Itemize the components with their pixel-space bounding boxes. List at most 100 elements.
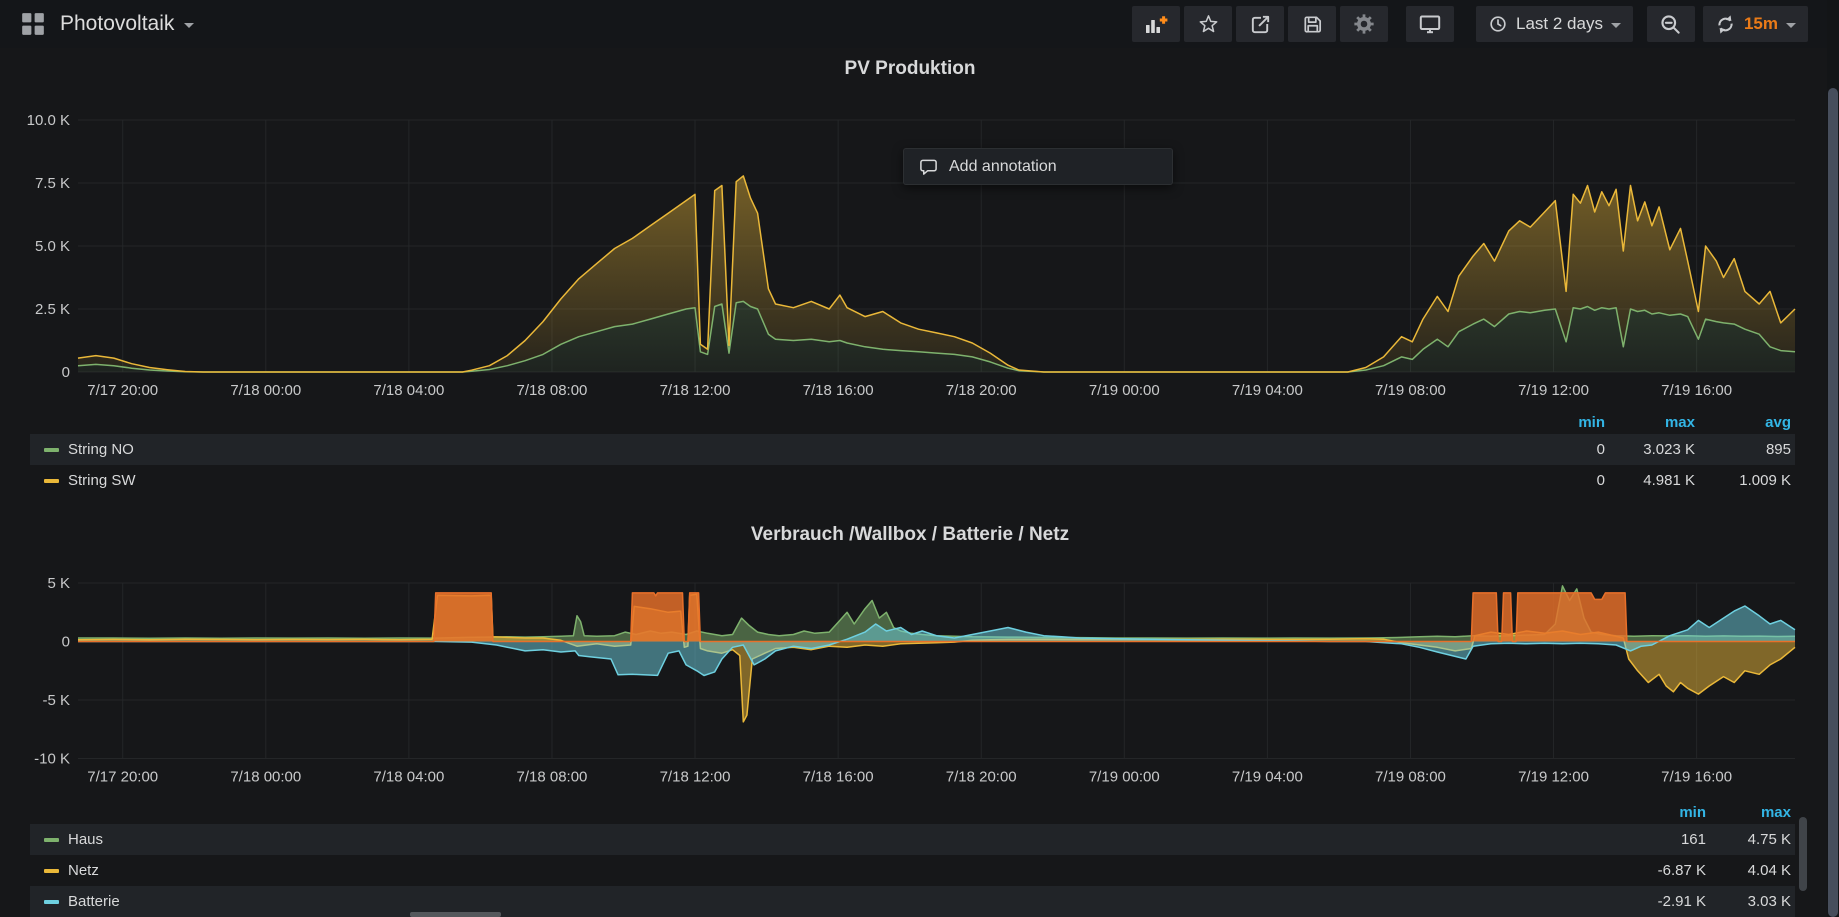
legend-header-row: min max avg — [30, 410, 1795, 434]
add-panel-button[interactable] — [1132, 6, 1181, 42]
legend-row-haus[interactable]: Haus 161 4.75 K — [30, 824, 1795, 855]
y-tick-label: 0 — [62, 634, 70, 651]
refresh-icon — [1718, 14, 1733, 34]
series-area-string-no — [78, 301, 1795, 372]
legend-max-value: 4.981 K — [1643, 472, 1695, 489]
legend-sort-min[interactable]: min — [1679, 803, 1706, 821]
x-tick-label: 7/18 04:00 — [373, 382, 444, 399]
x-tick-label: 7/18 12:00 — [660, 769, 731, 786]
y-tick-label: -10 K — [34, 751, 70, 768]
time-range-button[interactable]: Last 2 days — [1476, 6, 1633, 42]
refresh-interval-label: 15m — [1743, 14, 1778, 33]
add-annotation-menu-item[interactable]: Add annotation — [903, 148, 1173, 185]
x-tick-label: 7/18 08:00 — [517, 382, 588, 399]
x-tick-label: 7/19 16:00 — [1661, 769, 1732, 786]
caret-down-icon — [1610, 23, 1621, 28]
x-tick-label: 7/19 00:00 — [1089, 382, 1160, 399]
x-tick-label: 7/18 20:00 — [946, 769, 1017, 786]
y-tick-label: 2.5 K — [35, 301, 70, 318]
settings-button[interactable] — [1340, 6, 1389, 42]
x-tick-label: 7/19 04:00 — [1232, 382, 1303, 399]
dashboards-grid-icon[interactable] — [20, 11, 46, 37]
save-button[interactable] — [1288, 6, 1337, 42]
legend-sort-max[interactable]: max — [1664, 413, 1695, 431]
x-tick-label: 7/19 04:00 — [1232, 769, 1303, 786]
x-tick-label: 7/18 00:00 — [230, 769, 301, 786]
legend-label: Haus — [68, 831, 104, 848]
x-tick-label: 7/18 16:00 — [803, 769, 874, 786]
navbar: Photovoltaik — [0, 0, 1827, 48]
x-tick-label: 7/17 20:00 — [87, 769, 158, 786]
series-line-haus — [78, 585, 1796, 639]
panel-title-pv-produktion[interactable]: PV Produktion — [844, 58, 976, 79]
x-tick-label: 7/18 04:00 — [373, 769, 444, 786]
dashboard-title-dropdown[interactable]: Photovoltaik — [60, 12, 195, 36]
legend-max-value: 4.75 K — [1747, 831, 1791, 848]
legend-scrollbar-thumb[interactable] — [1799, 817, 1807, 891]
x-tick-label: 7/19 16:00 — [1661, 382, 1732, 399]
legend-min-value: 161 — [1680, 831, 1706, 848]
y-tick-label: -5 K — [42, 692, 70, 709]
pv-chart-canvas[interactable]: 7/17 20:00 7/18 00:00 7/18 04:00 7/18 08:00… — [0, 95, 1820, 405]
dashboard-title: Photovoltaik — [60, 12, 175, 35]
refresh-button[interactable]: 15m — [1702, 6, 1808, 42]
legend-sort-min[interactable]: min — [1578, 413, 1605, 431]
legend-sort-avg[interactable]: avg — [1765, 413, 1791, 431]
legend-max-value: 3.03 K — [1747, 893, 1791, 910]
zoom-out-button[interactable] — [1646, 6, 1695, 42]
gear-icon — [1354, 14, 1374, 34]
legend-avg-value: 895 — [1765, 441, 1791, 458]
legend-swatch — [44, 868, 59, 873]
verbrauch-chart-canvas[interactable]: 7/17 20:00 7/18 00:00 7/18 04:00 7/18 08:00… — [0, 560, 1820, 790]
legend-avg-value: 1.009 K — [1739, 472, 1791, 489]
share-icon — [1251, 15, 1269, 33]
y-tick-label: 10.0 K — [27, 112, 70, 129]
pv-legend: min max avg String NO 0 3.023 K 895 String SW 0 4… — [30, 410, 1795, 496]
legend-sort-max[interactable]: max — [1760, 803, 1791, 821]
legend-max-value: 3.023 K — [1643, 441, 1695, 458]
add-annotation-label: Add annotation — [949, 157, 1057, 175]
navbar-right: Last 2 days 15m — [1132, 6, 1827, 42]
y-tick-label: 0 — [62, 364, 70, 381]
legend-min-value: -6.87 K — [1657, 862, 1706, 879]
legend-row-batterie[interactable]: Batterie -2.91 K 3.03 K — [30, 886, 1795, 917]
horizontal-scrollbar-thumb[interactable] — [410, 912, 501, 917]
star-button[interactable] — [1184, 6, 1233, 42]
series-line-string-sw — [77, 175, 1796, 373]
x-tick-label: 7/19 12:00 — [1518, 769, 1589, 786]
y-tick-label: 7.5 K — [35, 175, 70, 192]
verbrauch-legend: min max Haus 161 4.75 K Netz -6.87 K 4.04 K Batt… — [30, 800, 1795, 917]
clock-icon — [1490, 16, 1506, 32]
x-tick-label: 7/19 12:00 — [1518, 382, 1589, 399]
legend-swatch — [44, 899, 59, 904]
legend-header-row: min max — [30, 800, 1795, 824]
series-line-netz — [77, 593, 1796, 723]
comment-icon — [920, 159, 937, 175]
x-tick-label: 7/18 12:00 — [660, 382, 731, 399]
page-scrollbar-thumb[interactable] — [1828, 88, 1838, 917]
legend-min-value: 0 — [1596, 441, 1605, 458]
legend-row-string-sw[interactable]: String SW 0 4.981 K 1.009 K — [30, 465, 1795, 496]
x-tick-label: 7/18 00:00 — [230, 382, 301, 399]
y-tick-label: 5.0 K — [35, 238, 70, 255]
x-tick-label: 7/17 20:00 — [87, 382, 158, 399]
x-tick-label: 7/19 08:00 — [1375, 382, 1446, 399]
navbar-left: Photovoltaik — [0, 11, 195, 37]
legend-label: Batterie — [68, 893, 120, 910]
legend-swatch — [44, 837, 59, 842]
series-line-string-no — [77, 300, 1796, 373]
x-tick-label: 7/19 08:00 — [1375, 769, 1446, 786]
time-range-label: Last 2 days — [1516, 14, 1603, 33]
legend-row-string-no[interactable]: String NO 0 3.023 K 895 — [30, 434, 1795, 465]
series-line-batterie — [78, 605, 1796, 677]
x-tick-label: 7/19 00:00 — [1089, 769, 1160, 786]
x-tick-label: 7/18 08:00 — [517, 769, 588, 786]
y-tick-label: 5 K — [47, 575, 70, 592]
share-button[interactable] — [1236, 6, 1285, 42]
monitor-icon — [1419, 15, 1441, 34]
kiosk-mode-button[interactable] — [1406, 6, 1455, 42]
panel-title-verbrauch[interactable]: Verbrauch /Wallbox / Batterie / Netz — [750, 524, 1070, 545]
series-line-wallbox — [78, 592, 1795, 643]
legend-row-netz[interactable]: Netz -6.87 K 4.04 K — [30, 855, 1795, 886]
legend-max-value: 4.04 K — [1747, 862, 1791, 879]
